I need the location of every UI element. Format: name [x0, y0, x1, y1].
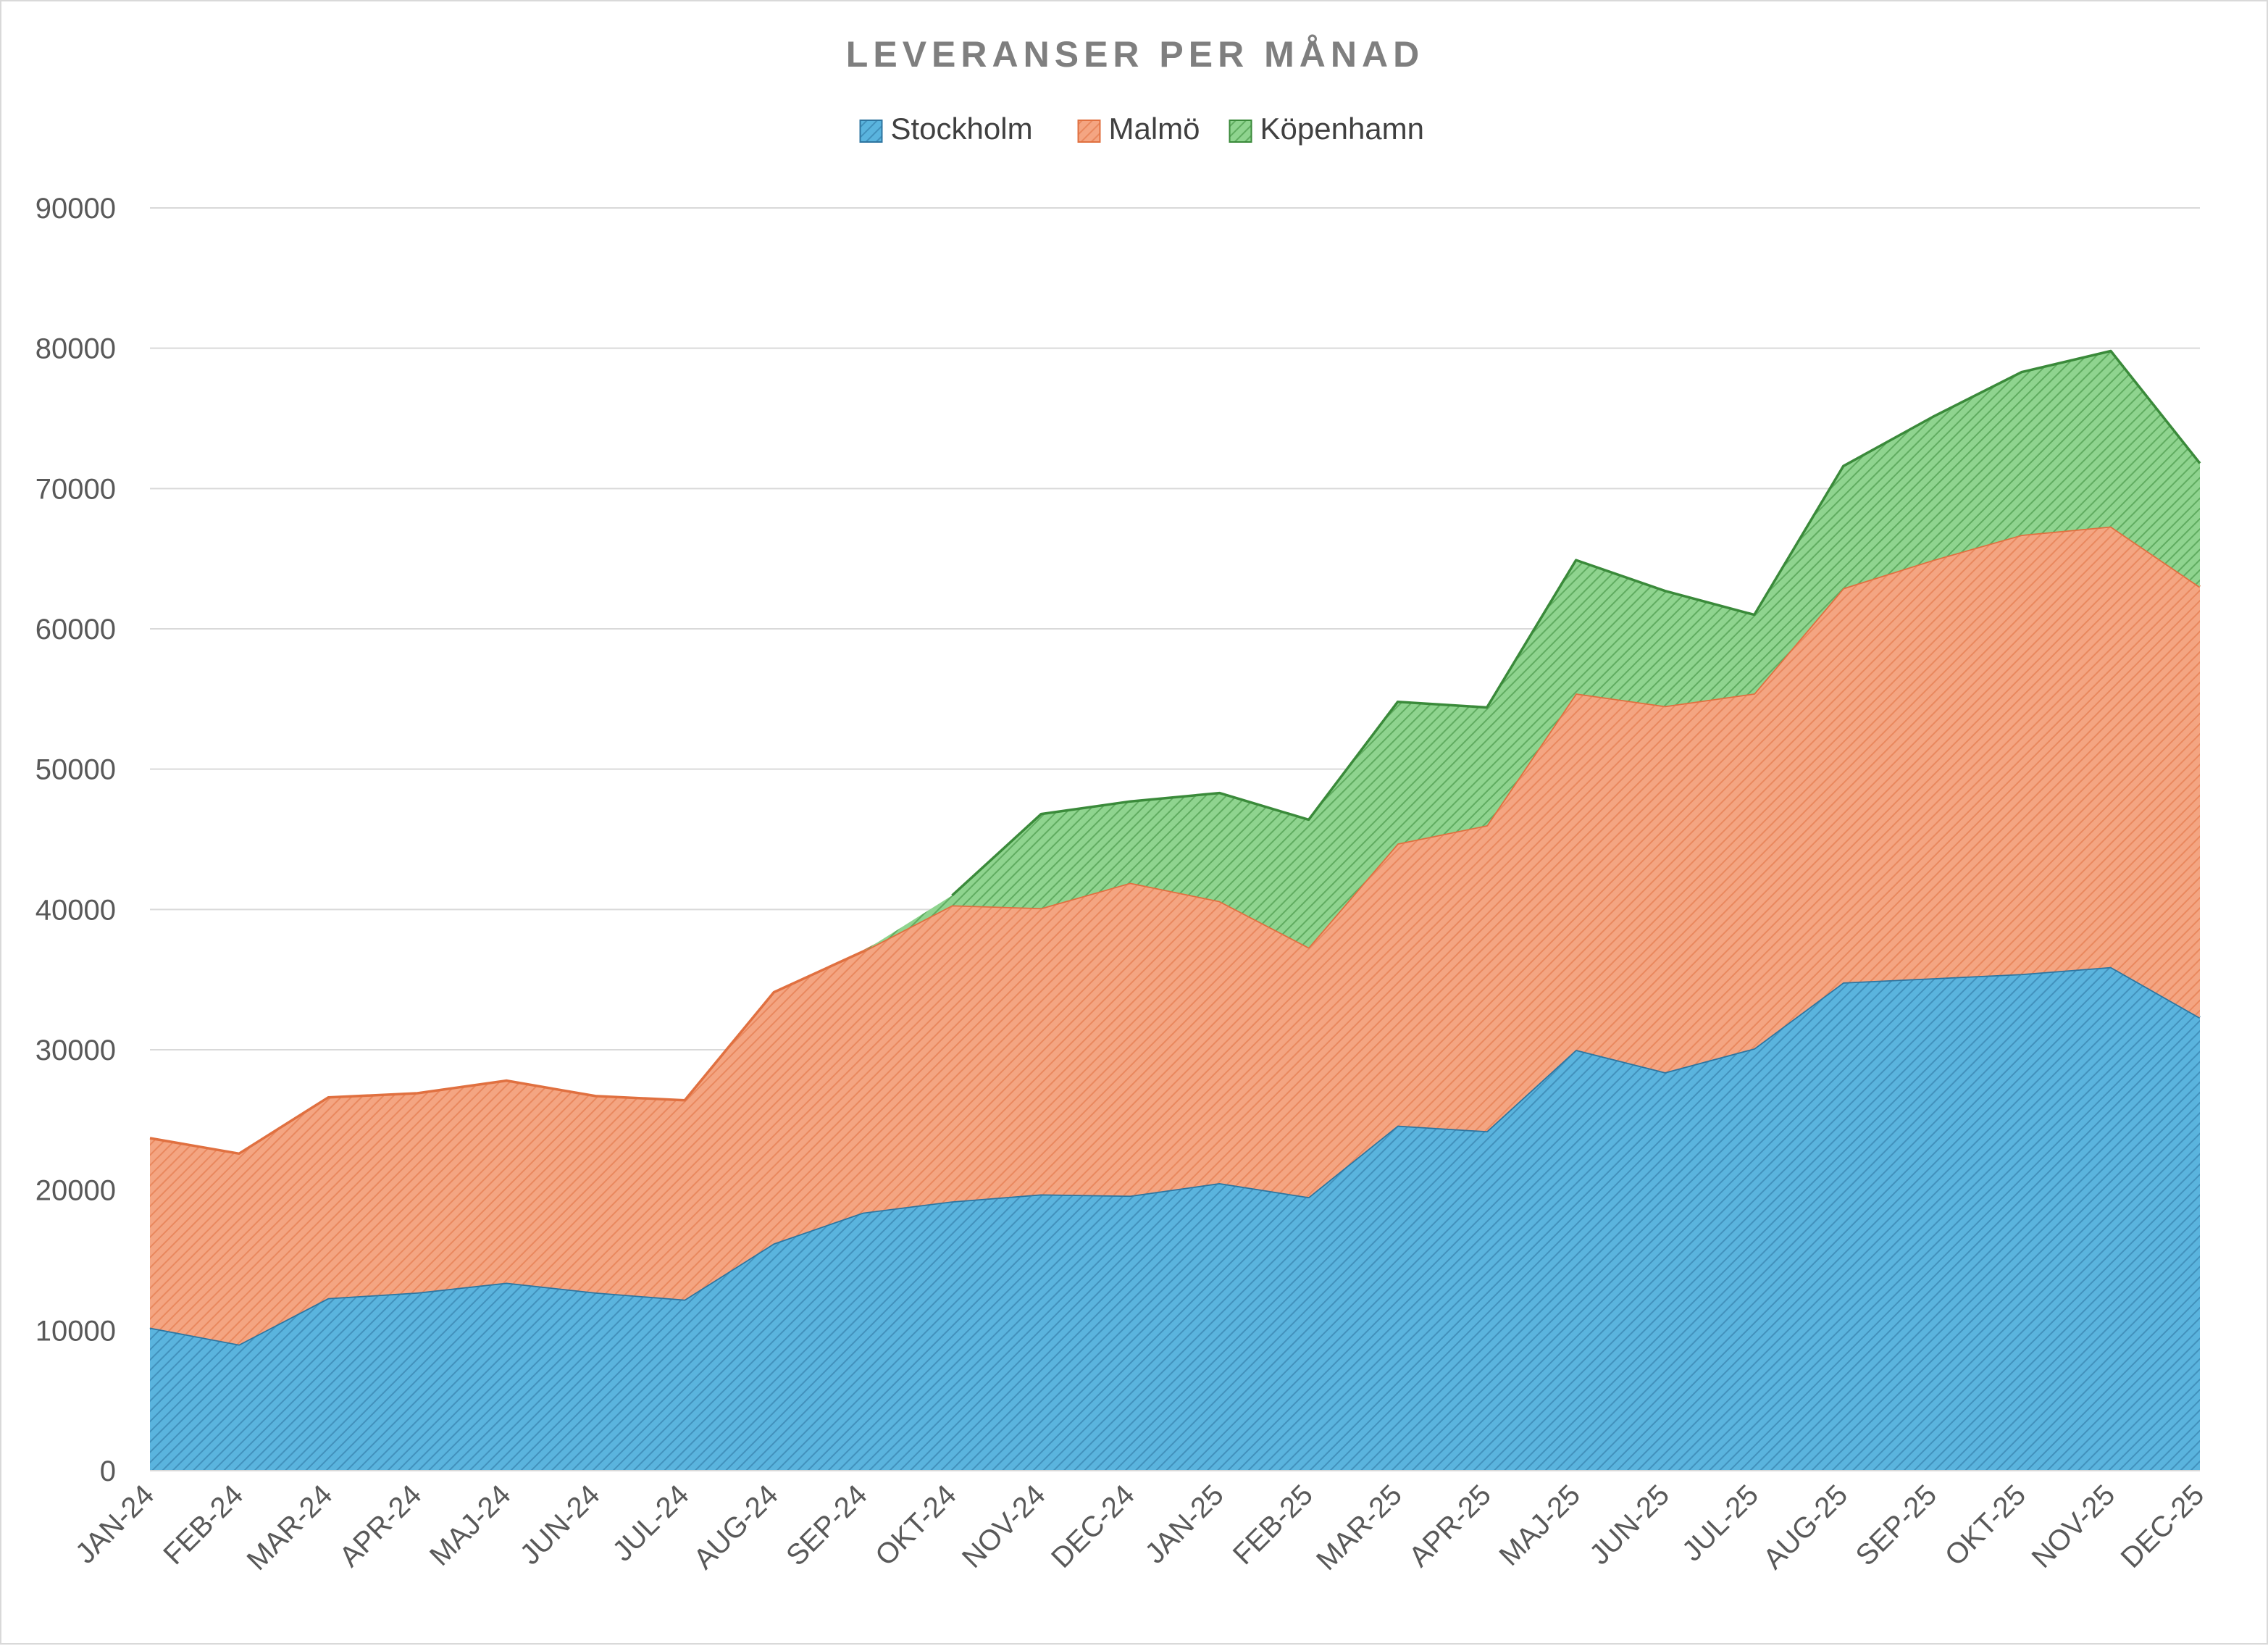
x-tick-label: FEB-24	[157, 1479, 249, 1571]
x-tick-label: OKT-25	[1939, 1479, 2033, 1572]
x-tick-label: APR-24	[333, 1479, 427, 1573]
y-tick-label: 90000	[35, 193, 116, 225]
x-tick-label: SEP-25	[1850, 1479, 1943, 1572]
legend-swatch	[1229, 120, 1252, 143]
y-tick-label: 60000	[35, 614, 116, 646]
legend-label: Stockholm	[891, 112, 1033, 146]
x-tick-label: JUL-24	[606, 1479, 695, 1567]
y-tick-label: 20000	[35, 1175, 116, 1207]
legend-label: Köpenhamn	[1260, 112, 1425, 146]
x-tick-label: OKT-24	[869, 1479, 963, 1572]
area-k-penhamn	[150, 351, 2200, 1154]
area-series	[149, 349, 2201, 1471]
legend-item: Malmö	[1077, 112, 1200, 146]
x-tick-label: JAN-24	[70, 1479, 160, 1569]
legend-item: Köpenhamn	[1229, 112, 1425, 146]
y-tick-label: 30000	[35, 1035, 116, 1066]
legend-swatch	[859, 120, 883, 143]
legend: Stockholm Malmö Köpenhamn	[859, 112, 1425, 146]
x-tick-label: JUN-24	[514, 1479, 606, 1571]
x-tick-label: DEC-25	[2115, 1479, 2211, 1574]
y-tick-label: 70000	[35, 473, 116, 505]
x-tick-label: JUN-25	[1583, 1479, 1675, 1571]
x-tick-label: NOV-24	[956, 1479, 1052, 1574]
y-tick-label: 10000	[35, 1315, 116, 1347]
x-tick-label: JAN-25	[1139, 1479, 1229, 1569]
x-tick-label: AUG-24	[687, 1479, 784, 1575]
x-tick-label: AUG-25	[1757, 1479, 1854, 1575]
area-stockholm	[150, 966, 2200, 1471]
y-tick-label: 40000	[35, 894, 116, 926]
x-tick-label: APR-25	[1403, 1479, 1497, 1573]
x-tick-label: FEB-25	[1227, 1479, 1319, 1571]
x-tick-label: JUL-25	[1676, 1479, 1765, 1567]
y-tick-label: 0	[100, 1455, 116, 1487]
y-tick-label: 80000	[35, 333, 116, 365]
y-tick-label: 50000	[35, 754, 116, 786]
chart-title: LEVERANSER PER MÅNAD	[846, 34, 1424, 75]
legend-item: Stockholm	[859, 112, 1033, 146]
series-line-k-penhamn	[951, 349, 2201, 897]
x-tick-label: NOV-25	[2026, 1479, 2122, 1574]
x-tick-label: MAR-25	[1310, 1479, 1408, 1576]
x-tick-label: SEP-24	[780, 1479, 874, 1572]
x-tick-label: DEC-24	[1045, 1479, 1141, 1574]
legend-label: Malmö	[1109, 112, 1200, 146]
x-tick-label: MAJ-24	[424, 1479, 517, 1572]
x-tick-label: MAJ-25	[1493, 1479, 1586, 1572]
legend-swatch	[1077, 120, 1101, 143]
area-malm-	[150, 526, 2200, 1345]
x-tick-label: MAR-24	[241, 1479, 339, 1576]
